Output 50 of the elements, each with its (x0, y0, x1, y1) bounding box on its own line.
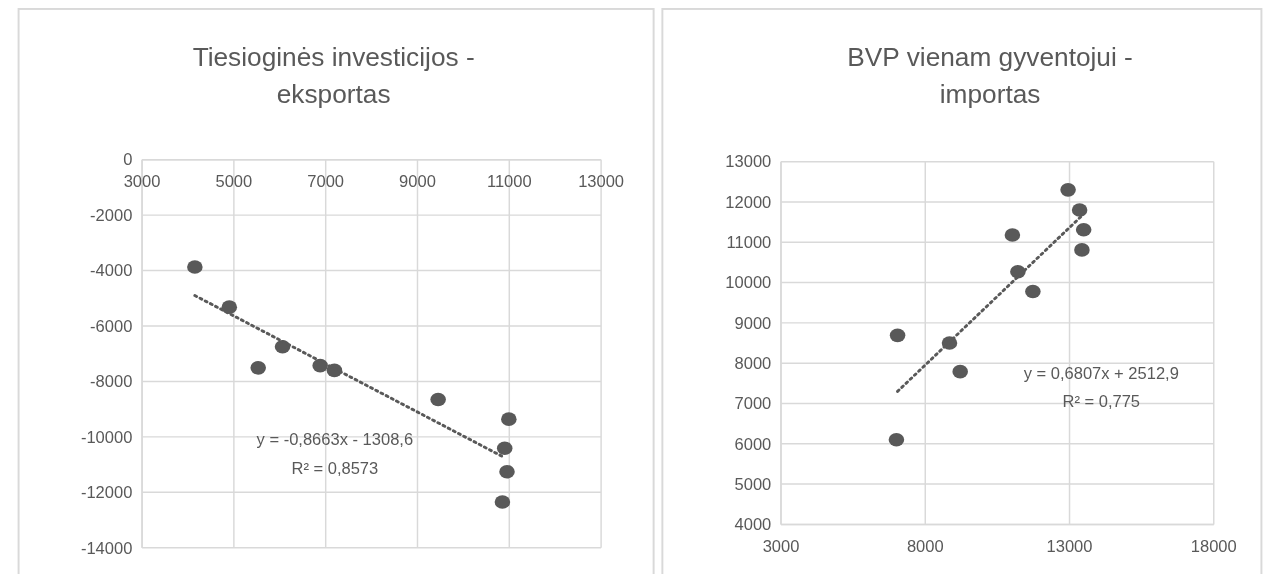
y-tick-label: 13000 (725, 152, 772, 172)
x-tick-label: 13000 (1046, 536, 1093, 556)
annotation: R² = 0,8573 (291, 459, 379, 479)
point (1004, 228, 1021, 242)
x-tick-label: 5000 (215, 171, 253, 191)
x-tick-label: 11000 (486, 171, 532, 191)
x-tick-label: 8000 (906, 536, 944, 556)
x-tick-label: 13000 (578, 171, 625, 191)
y-tick-label: -12000 (80, 483, 133, 503)
x-tick-label: 9000 (399, 171, 436, 191)
annotation: y = -0,8663x - 1308,6 (256, 429, 414, 449)
y-tick-label: 12000 (725, 192, 772, 212)
y-tick-label: 0 (123, 150, 133, 170)
y-tick-label: 8000 (734, 353, 772, 373)
point (430, 392, 446, 407)
point (889, 328, 906, 343)
y-tick-label: 10000 (725, 273, 772, 293)
chart-title: Tiesioginės investicijos - eksportas (192, 42, 475, 110)
point (187, 260, 203, 274)
point (496, 441, 513, 456)
point (952, 364, 968, 379)
annotation: y = 0,6807x + 2512,9 (1023, 364, 1179, 384)
chart-title: BVP vienam gyventojui - importas (847, 42, 1133, 110)
x-tick-label: 3000 (762, 536, 800, 556)
y-tick-label: -8000 (90, 372, 133, 392)
point (1071, 203, 1088, 217)
y-tick-label: -10000 (80, 427, 133, 447)
point (1074, 243, 1090, 257)
point (494, 495, 511, 509)
y-tick-label: 6000 (734, 434, 772, 454)
y-tick-label: 5000 (734, 474, 772, 494)
point (1060, 183, 1076, 197)
point (888, 432, 905, 447)
y-tick-label: 9000 (734, 313, 772, 333)
annotation: R² = 0,775 (1062, 391, 1141, 411)
x-tick-label: 3000 (123, 171, 161, 191)
y-tick-label: 7000 (734, 394, 772, 414)
y-tick-label: -14000 (80, 538, 133, 558)
y-tick-label: -2000 (90, 205, 133, 225)
y-tick-label: -4000 (90, 261, 133, 281)
point (1075, 222, 1092, 237)
y-tick-label: 11000 (726, 233, 772, 253)
point (250, 361, 266, 375)
y-tick-label: 4000 (734, 515, 772, 535)
point (501, 412, 517, 426)
x-tick-label: 7000 (307, 171, 345, 191)
point (1025, 284, 1041, 299)
point (499, 464, 515, 479)
x-tick-label: 18000 (1190, 536, 1237, 556)
y-tick-label: -6000 (90, 316, 133, 336)
